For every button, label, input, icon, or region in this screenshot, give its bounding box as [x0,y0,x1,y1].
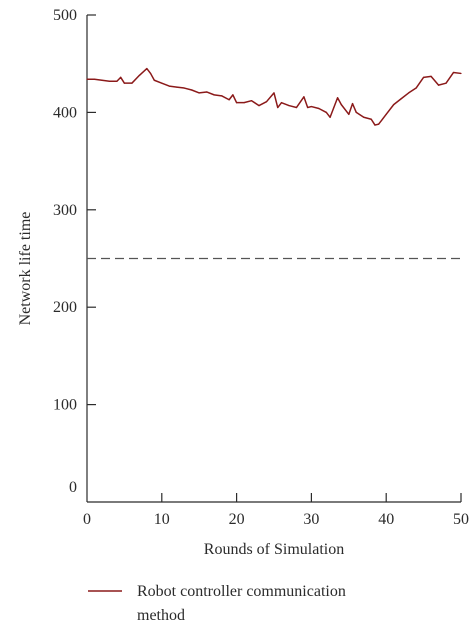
data-point [149,72,152,75]
data-point [340,104,342,106]
data-point [355,111,357,113]
x-tick-label: 20 [229,511,245,528]
data-point [138,74,140,76]
data-point [206,91,208,93]
x-tick-label: 40 [378,511,394,528]
data-point [310,105,312,108]
y-axis-label: Network life time [17,212,34,326]
y-tick-label: 0 [69,479,77,496]
data-point [318,107,320,110]
data-point [131,82,133,84]
data-point [265,101,268,103]
data-point [243,102,245,104]
data-point [86,78,88,80]
data-point [258,104,260,107]
data-point [363,116,365,118]
data-point [116,80,118,82]
data-point [108,80,111,82]
data-point [183,87,185,89]
data-point [393,104,395,106]
data-point [228,99,230,101]
data-point [385,113,387,115]
data-point [295,106,298,109]
data-point [374,124,376,126]
data-point [445,82,447,84]
data-point [123,82,125,84]
legend-label-line2: method [137,607,185,624]
data-point [325,111,327,113]
y-tick-label: 100 [53,397,77,414]
data-point [146,67,148,70]
series-line [87,67,462,126]
data-point [236,102,238,104]
data-point [303,96,305,98]
data-point [348,113,350,115]
data-point [430,75,432,77]
data-point [437,84,440,86]
data-point [250,100,253,102]
y-tick-label: 300 [53,202,77,219]
y-tick-label: 400 [53,104,77,121]
data-point [168,85,170,87]
x-tick-label: 50 [453,511,469,528]
data-point [198,92,200,94]
data-point [280,102,283,104]
data-point [277,106,279,109]
x-axis-label: Rounds of Simulation [204,541,344,558]
data-point [351,103,354,105]
legend: Robot controller communication method [88,583,346,624]
x-tick-label: 0 [83,511,91,528]
x-ticks: 0 10 20 30 40 50 [83,493,469,528]
data-point [273,92,275,94]
data-point [213,94,215,96]
data-point [307,106,309,109]
data-point [221,95,223,97]
data-point [452,71,455,74]
y-tick-label: 200 [53,299,77,316]
data-point [333,106,335,109]
data-point [460,72,462,75]
data-point [400,98,402,100]
data-point [329,116,331,118]
data-point [161,82,163,84]
data-point [288,104,290,107]
data-point [176,86,178,88]
data-point [153,79,155,81]
x-tick-label: 10 [154,511,170,528]
data-point [191,89,193,91]
legend-label-line1: Robot controller communication [137,583,346,600]
data-point [415,87,417,89]
x-tick-label: 30 [303,511,319,528]
data-point [408,92,410,94]
data-point [370,118,372,120]
data-points [86,67,462,126]
y-tick-label: 500 [53,7,77,24]
y-ticks: 0 100 200 300 400 500 [53,7,96,496]
data-point [93,78,96,80]
data-point [101,79,103,81]
data-point [336,97,339,99]
data-point [378,123,380,125]
data-point [423,76,425,78]
data-point [232,94,234,96]
data-point [120,76,122,78]
